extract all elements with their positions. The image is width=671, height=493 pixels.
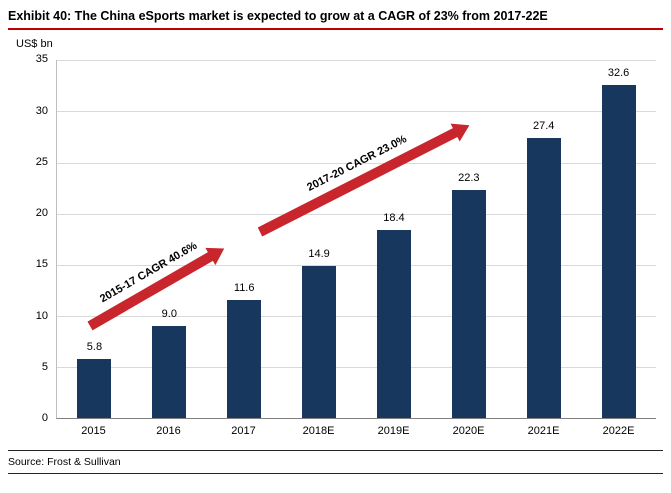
y-axis-tick-label: 10 <box>35 309 48 322</box>
source-text: Source: Frost & Sullivan <box>8 456 121 469</box>
bar-value-label: 18.4 <box>383 212 405 225</box>
bar-2017 <box>227 299 262 419</box>
y-axis-tick-label: 35 <box>35 53 48 66</box>
y-axis-tick-label: 5 <box>41 360 48 373</box>
bar-2021E <box>526 138 561 419</box>
x-axis-labels: 2015 2016 2017 2018E 2019E 2020E 2021E 2022E <box>56 425 656 437</box>
x-axis-label: 2017 <box>231 425 256 438</box>
x-axis-label: 2022E <box>602 425 635 438</box>
bar-group-2016: 9.0 <box>132 60 207 419</box>
gridline <box>57 367 656 369</box>
bar-group-2022E: 32.6 <box>581 60 656 419</box>
bar-2020E <box>451 190 486 419</box>
plot-area: 5.8 9.0 11.6 14.9 18.4 22.3 27.4 32.6 2015-17 C… <box>56 60 656 420</box>
bar-2016 <box>152 326 187 419</box>
y-axis-tick-label: 15 <box>35 258 48 271</box>
gridline <box>57 162 656 164</box>
x-axis-label: 2019E <box>377 425 410 438</box>
bar-group-2015: 5.8 <box>57 60 132 419</box>
y-axis-tick-label: 30 <box>35 104 48 117</box>
x-axis-label: 2015 <box>81 425 106 438</box>
gridline <box>57 60 656 62</box>
x-axis-label: 2016 <box>156 425 181 438</box>
bar-value-label: 11.6 <box>233 281 255 294</box>
exhibit-title: Exhibit 40: The China eSports market is … <box>8 9 548 23</box>
bar-2019E <box>376 230 411 419</box>
x-axis-label: 2020E <box>452 425 485 438</box>
gridline <box>57 213 656 215</box>
x-axis-label: 2018E <box>302 425 335 438</box>
source-divider-bottom <box>8 473 663 475</box>
x-axis-label: 2021E <box>527 425 560 438</box>
bar-group-2020E: 22.3 <box>431 60 506 419</box>
bar-value-label: 32.6 <box>607 66 630 79</box>
bar-2015 <box>77 358 112 419</box>
bar-value-label: 14.9 <box>308 247 330 260</box>
source-divider-top <box>8 450 663 452</box>
bar-group-2017: 11.6 <box>207 60 282 419</box>
bar-value-label: 9.0 <box>161 308 177 321</box>
y-axis-tick-label: 0 <box>41 412 48 425</box>
gridline <box>57 264 656 266</box>
y-axis-unit-label: US$ bn <box>16 38 53 51</box>
title-underline <box>8 28 663 31</box>
y-axis-tick-label: 20 <box>35 207 48 220</box>
bar-value-label: 22.3 <box>458 172 480 185</box>
bar-value-label: 27.4 <box>532 120 555 132</box>
bars-container: 5.8 9.0 11.6 14.9 18.4 22.3 27.4 32.6 <box>57 60 656 419</box>
source-block: Source: Frost & Sullivan <box>8 450 663 475</box>
bar-2022E <box>601 84 636 419</box>
bar-chart: 0 5 10 15 20 25 30 35 5.8 9.0 11.6 14.9 18.4 22.3 27.… <box>8 50 663 442</box>
bar-value-label: 5.8 <box>86 340 103 353</box>
bar-2018E <box>302 265 337 419</box>
bar-group-2021E: 27.4 <box>506 60 581 419</box>
y-axis-tick-label: 25 <box>35 155 48 168</box>
gridline <box>57 315 656 317</box>
bar-group-2019E: 18.4 <box>357 60 432 419</box>
bar-group-2018E: 14.9 <box>282 60 357 419</box>
gridline <box>57 111 656 113</box>
